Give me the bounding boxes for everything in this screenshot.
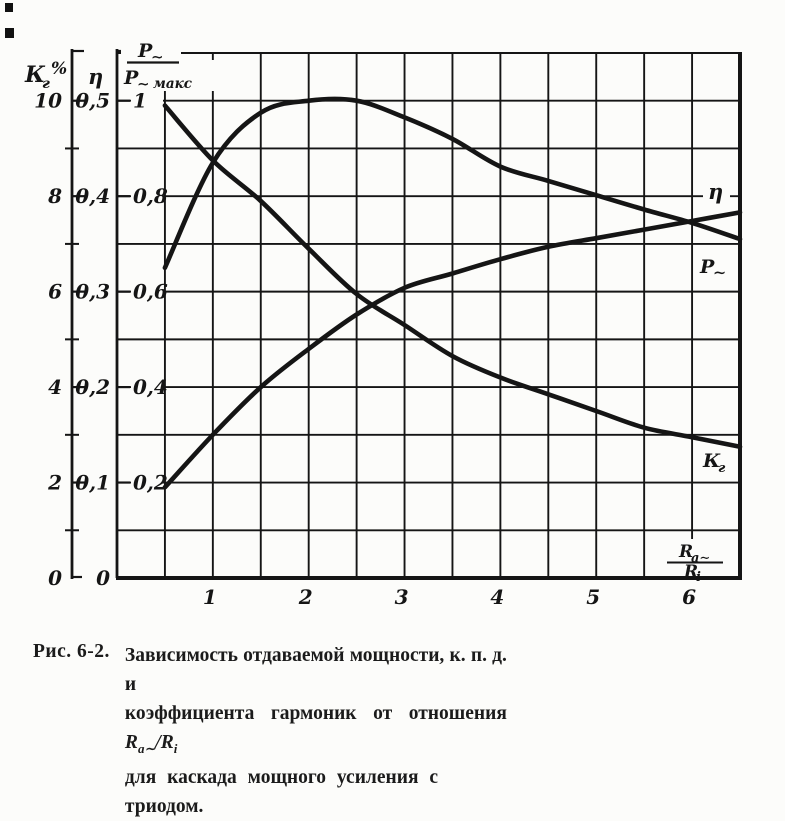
curve-label-p-sub: ∼: [713, 263, 726, 282]
x-axis-title-numerator: R: [678, 542, 693, 562]
p-axis-title-denominator-suffix: макс: [153, 76, 192, 92]
eta-axis-title: η: [88, 64, 103, 89]
curve-k2: [162, 103, 743, 450]
eta-tick-label: 0,3: [75, 280, 110, 304]
x-tick-label: 5: [586, 585, 600, 609]
caption-line-3: для каскада мощного усиления с триодом.: [124, 766, 439, 817]
x-axis-title-denominator-sub: i: [696, 570, 701, 585]
k2-axis-title-sub: г: [42, 76, 50, 92]
k2-axis-title-unit: %: [51, 59, 67, 79]
k2-tick-label: 0: [48, 566, 62, 590]
p-tick-label: 1: [133, 89, 147, 113]
eta-tick-label: 0,1: [75, 471, 110, 495]
caption-text: Зависимость отдаваемой мощности, к. п. д…: [125, 641, 507, 821]
eta-tick-label: 0,5: [75, 89, 110, 113]
label-gap: [663, 539, 726, 576]
chart-canvas: Кг% ηP∼P∼ макс10864200,50,40,30,20,1010,80…: [5, 3, 743, 609]
p-tick-label: 0,4: [133, 375, 168, 399]
x-tick-label: 6: [682, 585, 696, 609]
label-gap: [121, 60, 216, 91]
label-gap: [131, 89, 163, 111]
k2-tick-label: 6: [48, 280, 62, 304]
label-gap: [131, 471, 163, 493]
p-tick-label: 0,8: [133, 184, 168, 208]
p-tick-label: 0,6: [133, 280, 168, 304]
p-tick-label: 0,2: [133, 471, 168, 495]
curve-label-k2: К: [702, 450, 721, 472]
label-gap: [131, 376, 163, 398]
scan-artifact: [5, 3, 13, 12]
curve-p: [162, 96, 743, 271]
screenshot-root: { "figure": { "k2_axis": { "title_main":…: [5, 3, 743, 817]
k2-axis-title: К: [24, 62, 46, 88]
eta-tick-label: 0,4: [75, 184, 110, 208]
scan-artifact: [5, 28, 14, 38]
k2-tick-label: 10: [34, 89, 62, 113]
x-tick-label: 2: [298, 585, 313, 609]
p-axis-title-denominator: P: [123, 67, 139, 89]
p-axis-title-denominator-sub: ∼: [137, 75, 150, 93]
figure-number: Рис. 6-2.: [33, 641, 110, 662]
label-gap: [131, 280, 163, 302]
eta-tick-label: 0: [96, 566, 110, 590]
caption-line-1: Зависимость отдаваемой мощности, к. п. д…: [124, 645, 507, 695]
x-tick-label: 1: [203, 585, 217, 609]
k2-tick-label: 2: [47, 471, 62, 495]
label-gap: [121, 33, 181, 60]
curve-label-eta: η: [708, 179, 723, 204]
figure-caption: Рис. 6-2. Зависимость отдаваемой мощност…: [33, 641, 513, 821]
label-gap: [703, 178, 730, 201]
eta-tick-label: 0,2: [75, 375, 110, 399]
k2-tick-label: 4: [48, 375, 62, 399]
curve-eta: [162, 210, 743, 490]
caption-line-2: коэффициента гармоник от отношения Rа∼/R…: [124, 703, 507, 756]
x-tick-label: 3: [395, 585, 409, 609]
curve-label-k2-sub: г: [718, 461, 726, 476]
label-gap: [131, 185, 163, 207]
curve-label-p: P: [699, 256, 715, 278]
k2-tick-label: 8: [47, 184, 62, 208]
x-tick-label: 4: [490, 585, 504, 609]
x-axis-title-denominator: R: [683, 562, 698, 582]
p-axis-title-numerator: P: [137, 40, 153, 62]
